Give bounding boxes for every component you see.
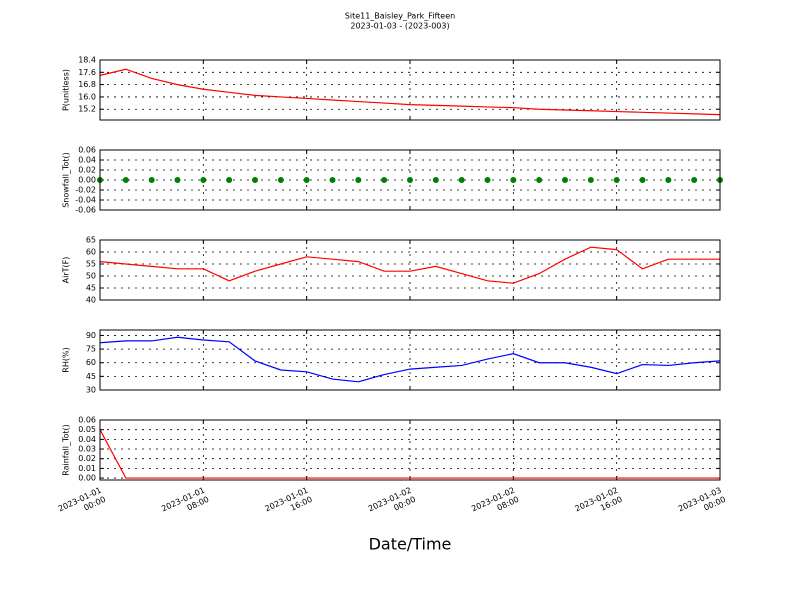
y-tick-label: 0.04 [78,156,96,165]
y-tick-label: 0.02 [78,166,96,175]
data-point [484,177,491,183]
y-tick-label: 60 [86,358,96,367]
axes-frame [99,59,721,121]
axes-frame [99,239,721,301]
data-point [355,177,362,183]
data-line [99,336,721,383]
y-tick-label: 30 [86,386,96,395]
data-point [407,177,413,183]
y-tick-label: 0.00 [78,176,96,185]
axes-frame [99,149,721,211]
y-tick-label: 18.4 [78,56,96,65]
data-point [587,177,594,183]
data-point [510,177,517,183]
data-point [639,177,646,183]
y-axis-label: RH(%) [62,347,71,372]
y-tick-label: 0.03 [78,445,96,454]
data-point [200,177,207,183]
axes-frame [99,419,721,481]
y-axis-label: Rainfall_Tot() [62,424,71,476]
data-line [99,68,721,116]
y-tick-label: 0.06 [78,146,96,155]
y-tick-label: 40 [86,296,96,305]
y-tick-label: 50 [86,272,96,281]
y-tick-label: 60 [86,248,96,257]
y-tick-label: -0.02 [75,186,96,195]
data-point [122,177,129,183]
data-line [99,246,720,284]
y-tick-label: -0.04 [75,196,96,205]
data-point [665,177,672,183]
data-point [613,177,620,183]
y-tick-label: -0.06 [75,206,96,215]
y-tick-label: 17.6 [78,68,96,77]
data-point [174,177,181,183]
data-point [381,177,388,183]
y-tick-label: 16.8 [78,80,96,89]
y-tick-label: 45 [86,372,96,381]
data-point [562,177,568,183]
y-tick-label: 90 [86,331,96,340]
axes-frame [99,329,721,391]
y-tick-label: 0.00 [78,474,96,483]
x-axis-label: Date/Time [369,535,452,554]
chart-title: Site11_Baisley_Park_Fifteen [345,12,455,21]
data-point [432,177,439,183]
y-axis-label: P(unitless) [62,69,71,111]
y-tick-label: 0.06 [78,416,96,425]
y-tick-label: 0.01 [78,464,96,473]
y-tick-label: 15.2 [78,105,96,114]
data-point [277,177,284,183]
y-tick-label: 65 [86,236,96,245]
y-axis-label: AirT(F) [62,257,71,284]
y-tick-label: 16.0 [78,92,96,101]
data-point [536,177,543,183]
y-tick-label: 0.02 [78,454,96,463]
data-point [252,177,258,183]
data-line [99,429,720,479]
data-point [148,177,155,183]
data-point [226,177,233,183]
chart-subtitle: 2023-01-03 - (2023-003) [350,22,449,31]
data-point [458,177,465,183]
y-tick-label: 0.05 [78,425,96,434]
y-tick-label: 45 [86,284,96,293]
data-point [691,177,698,183]
y-tick-label: 55 [86,260,96,269]
y-tick-label: 0.04 [78,435,96,444]
data-point [329,177,336,183]
y-tick-label: 75 [86,345,96,354]
y-axis-label: Snowfall_Tot() [62,152,71,208]
data-point [303,177,310,183]
